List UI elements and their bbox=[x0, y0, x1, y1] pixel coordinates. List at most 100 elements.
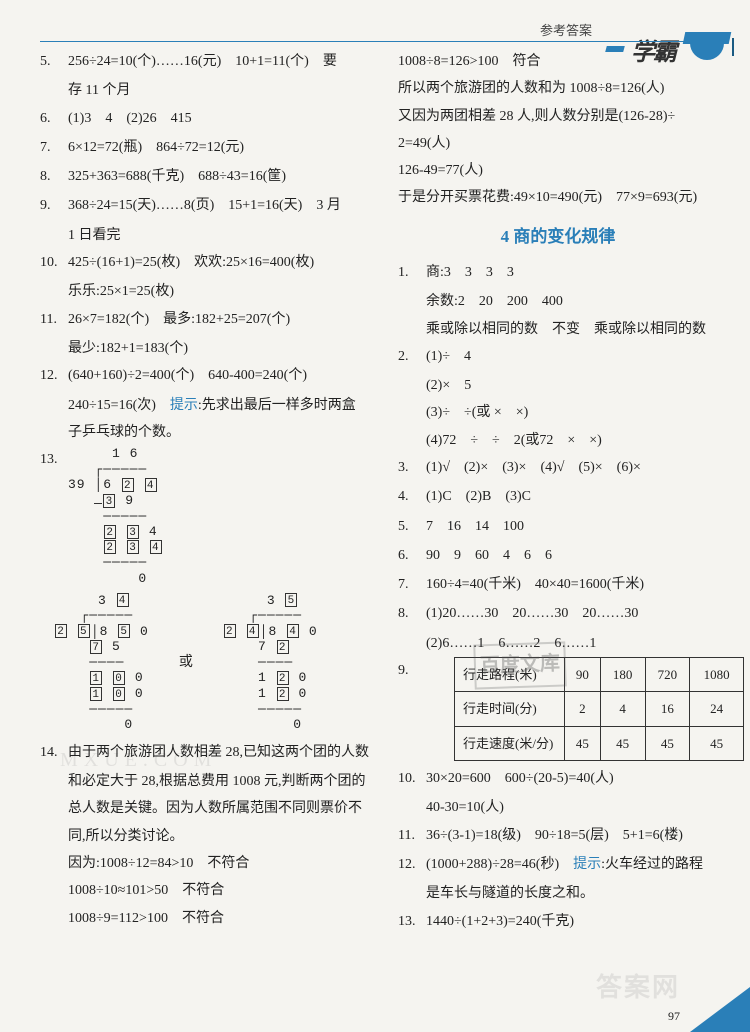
item-number: 12. bbox=[398, 851, 426, 878]
item-number: 6. bbox=[40, 105, 68, 132]
answer-text: 160÷4=40(千米) 40×40=1600(千米) bbox=[426, 571, 718, 598]
answer-text: (1)÷ 4 bbox=[426, 343, 718, 370]
item-number: 6. bbox=[398, 542, 426, 569]
item-number: 11. bbox=[398, 822, 426, 849]
answer-text: (3)÷ ÷(或 × ×) bbox=[426, 399, 718, 426]
table-cell: 45 bbox=[645, 726, 690, 760]
table-cell: 2 bbox=[565, 692, 601, 726]
answer-text: 1008÷8=126>100 符合 bbox=[398, 48, 718, 75]
table-cell: 4 bbox=[600, 692, 645, 726]
item-number: 11. bbox=[40, 306, 68, 333]
answer-text: 1008÷10≈101>50 不符合 bbox=[68, 877, 380, 904]
answer-text: 余数:2 20 200 400 bbox=[426, 288, 718, 315]
long-division-pair: 3 4 ┌───── 2 5│8 5 0 7 5 ──── 1 0 0 1 0 … bbox=[54, 593, 380, 733]
answer-text: 1440÷(1+2+3)=240(千克) bbox=[426, 908, 718, 935]
answer-text: 6×12=72(瓶) 864÷72=12(元) bbox=[68, 134, 380, 161]
watermark-brand: 答案网 bbox=[596, 967, 680, 1004]
item-number: 10. bbox=[40, 249, 68, 276]
item-number: 5. bbox=[40, 48, 68, 75]
item-number: 10. bbox=[398, 765, 426, 792]
answer-text: (1)C (2)B (3)C bbox=[426, 483, 718, 510]
answer-text: 240÷15=16(次) bbox=[68, 398, 156, 413]
table-cell: 24 bbox=[690, 692, 744, 726]
page-number: 97 bbox=[668, 1009, 680, 1024]
long-division-b: 3 5 ┌───── 2 4│8 4 0 7 2 ──── 1 2 0 1 2 … bbox=[223, 593, 318, 733]
item-number: 13. bbox=[398, 908, 426, 935]
hint-label: 提示 bbox=[170, 398, 198, 413]
answer-text: 368÷24=15(天)……8(页) 15+1=16(天) 3 月 bbox=[68, 192, 380, 219]
table-cell: 720 bbox=[645, 658, 690, 692]
item-number: 8. bbox=[398, 600, 426, 627]
long-division-a: 3 4 ┌───── 2 5│8 5 0 7 5 ──── 1 0 0 1 0 … bbox=[54, 593, 149, 733]
answer-text: (1)3 4 (2)26 415 bbox=[68, 105, 380, 132]
answer-text: 和必定大于 28,根据总费用 1008 元,判断两个团的 bbox=[68, 768, 380, 795]
hint-label: 提示 bbox=[573, 857, 601, 872]
answer-text: :火车经过的路程 bbox=[601, 857, 703, 872]
answer-text: 325+363=688(千克) 688÷43=16(筐) bbox=[68, 163, 380, 190]
item-number: 5. bbox=[398, 513, 426, 540]
table-cell: 1080 bbox=[690, 658, 744, 692]
answer-text: 商:3 3 3 3 bbox=[426, 259, 718, 286]
page-header: 参考答案 bbox=[40, 20, 722, 42]
table-cell: 16 bbox=[645, 692, 690, 726]
section-title: 4 商的变化规律 bbox=[398, 220, 718, 253]
answer-text: (4)72 ÷ ÷ 2(或72 × ×) bbox=[426, 427, 718, 454]
item-number: 9. bbox=[398, 657, 426, 761]
answer-text: 同,所以分类讨论。 bbox=[68, 823, 380, 850]
answer-text: 2=49(人) bbox=[398, 130, 718, 157]
answer-text: 子乒乓球的个数。 bbox=[68, 419, 380, 446]
answer-text: (640+160)÷2=400(个) 640-400=240(个) bbox=[68, 362, 380, 389]
table-cell: 45 bbox=[690, 726, 744, 760]
answer-text: 于是分开买票花费:49×10=490(元) 77×9=693(元) bbox=[398, 184, 718, 211]
answer-text: 总人数是关键。因为人数所属范围不同则票价不 bbox=[68, 795, 380, 822]
answer-text: :先求出最后一样多时两盒 bbox=[198, 398, 356, 413]
table-cell: 90 bbox=[565, 658, 601, 692]
answer-text: 乐乐:25×1=25(枚) bbox=[68, 278, 380, 305]
table-header: 行走时间(分) bbox=[455, 692, 565, 726]
answer-text: 256÷24=10(个)……16(元) 10+1=11(个) 要 bbox=[68, 48, 380, 75]
item-number: 2. bbox=[398, 343, 426, 370]
data-table: 百度文库 行走路程(米) 90 180 720 1080 行走时间(分) 2 4… bbox=[454, 657, 744, 761]
table-cell: 180 bbox=[600, 658, 645, 692]
item-number: 9. bbox=[40, 192, 68, 219]
item-number: 12. bbox=[40, 362, 68, 389]
or-text: 或 bbox=[179, 649, 193, 676]
answer-text: 最少:182+1=183(个) bbox=[68, 335, 380, 362]
answer-text: (2)6……1 6……2 6……1 bbox=[426, 630, 718, 657]
watermark-url: MXUE.COM bbox=[60, 749, 217, 772]
answer-text: 乘或除以相同的数 不变 乘或除以相同的数 bbox=[426, 316, 718, 343]
answer-text: 又因为两团相差 28 人,则人数分别是(126-28)÷ bbox=[398, 103, 718, 130]
item-number: 7. bbox=[40, 134, 68, 161]
long-division: 1 6 ┌───── 39 │6 2 4 3 9 ───── 2 3 4 2 3… bbox=[68, 446, 380, 586]
answer-text: (2)× 5 bbox=[426, 372, 718, 399]
table-cell: 45 bbox=[565, 726, 601, 760]
answer-text: 126-49=77(人) bbox=[398, 157, 718, 184]
answer-text: 所以两个旅游团的人数和为 1008÷8=126(人) bbox=[398, 75, 718, 102]
answer-text: (1000+288)÷28=46(秒) bbox=[426, 857, 559, 872]
answer-text: 因为:1008÷12=84>10 不符合 bbox=[68, 850, 380, 877]
table-header: 行走速度(米/分) bbox=[455, 726, 565, 760]
right-column: 1008÷8=126>100 符合 所以两个旅游团的人数和为 1008÷8=12… bbox=[398, 48, 718, 937]
answer-text: 90 9 60 4 6 6 bbox=[426, 542, 718, 569]
answer-text: 40-30=10(人) bbox=[426, 794, 718, 821]
item-number: 13. bbox=[40, 446, 68, 586]
item-number: 7. bbox=[398, 571, 426, 598]
corner-fold-icon bbox=[690, 987, 750, 1032]
answer-text: 存 11 个月 bbox=[68, 77, 380, 104]
answer-text: (1)20……30 20……30 20……30 bbox=[426, 600, 718, 627]
item-number: 8. bbox=[40, 163, 68, 190]
answer-text: 425÷(16+1)=25(枚) 欢欢:25×16=400(枚) bbox=[68, 249, 380, 276]
item-number: 4. bbox=[398, 483, 426, 510]
answer-text: 1008÷9=112>100 不符合 bbox=[68, 905, 380, 932]
table-header: 行走路程(米) bbox=[455, 658, 565, 692]
table-cell: 45 bbox=[600, 726, 645, 760]
answer-text: 26×7=182(个) 最多:182+25=207(个) bbox=[68, 306, 380, 333]
left-column: 5. 256÷24=10(个)……16(元) 10+1=11(个) 要 存 11… bbox=[40, 48, 380, 937]
answer-text: 1 日看完 bbox=[68, 222, 380, 249]
header-title: 参考答案 bbox=[540, 20, 592, 39]
item-number: 1. bbox=[398, 259, 426, 286]
answer-text: 30×20=600 600÷(20-5)=40(人) bbox=[426, 765, 718, 792]
answer-text: 是车长与隧道的长度之和。 bbox=[426, 880, 718, 907]
answer-text: 7 16 14 100 bbox=[426, 513, 718, 540]
item-number: 3. bbox=[398, 454, 426, 481]
